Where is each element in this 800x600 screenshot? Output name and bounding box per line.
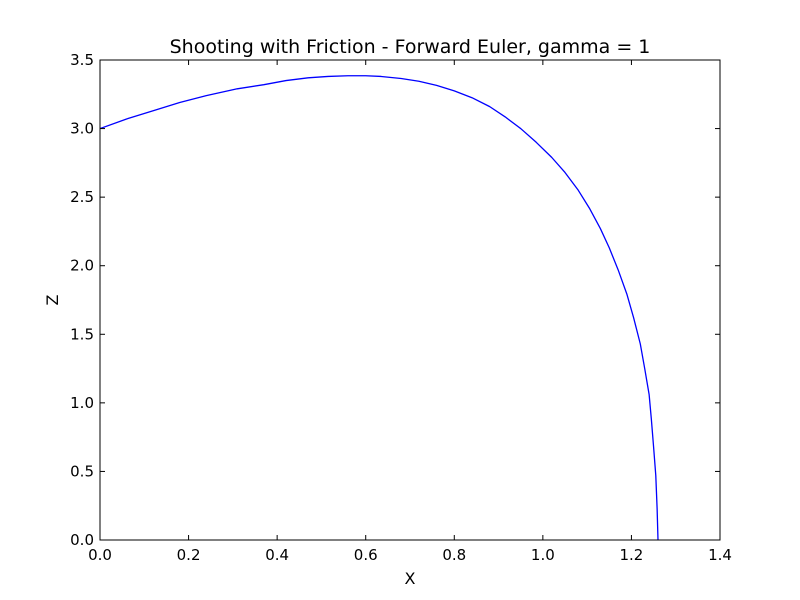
y-tick-label: 0.5 — [70, 462, 94, 480]
y-tick-label: 0.0 — [70, 531, 94, 549]
x-tick-label: 0.6 — [354, 546, 378, 564]
x-tick-label: 0.2 — [177, 546, 201, 564]
x-tick-label: 0.8 — [442, 546, 466, 564]
y-axis-label: Z — [43, 294, 62, 305]
y-tick-label: 2.5 — [70, 188, 94, 206]
x-tick-label: 0.0 — [88, 546, 112, 564]
axes-frame — [99, 59, 721, 541]
y-tick-label: 1.5 — [70, 325, 94, 343]
x-axis-label: X — [405, 569, 416, 588]
plot-area — [99, 75, 659, 541]
x-tick-label: 1.0 — [531, 546, 555, 564]
x-tick-label: 1.2 — [619, 546, 643, 564]
y-tick-label: 3.5 — [70, 51, 94, 69]
x-tick-label: 1.4 — [708, 546, 732, 564]
x-axis-ticks: 0.0 0.2 0.4 0.6 0.8 1.0 1.2 1.4 — [88, 60, 732, 564]
chart-title: Shooting with Friction - Forward Euler, … — [170, 36, 651, 58]
y-axis-ticks: 0.0 0.5 1.0 1.5 2.0 2.5 3.0 3.5 — [70, 51, 720, 549]
y-tick-label: 3.0 — [70, 120, 94, 138]
y-tick-label: 2.0 — [70, 257, 94, 275]
x-tick-label: 0.4 — [265, 546, 289, 564]
series-line-0 — [99, 75, 659, 541]
y-tick-label: 1.0 — [70, 394, 94, 412]
